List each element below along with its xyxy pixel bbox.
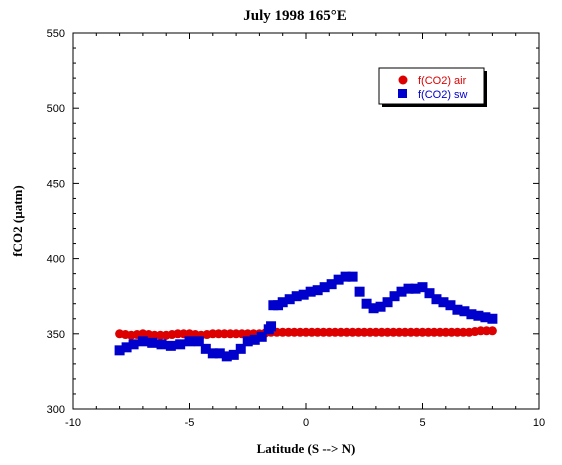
data-point-sw — [128, 339, 139, 350]
legend-sw-marker — [398, 89, 407, 98]
axis-ticks — [72, 32, 540, 410]
data-point-sw — [417, 282, 428, 293]
x-tick-label: 10 — [533, 417, 545, 429]
data-point-sw — [214, 348, 225, 359]
data-point-sw — [347, 271, 358, 282]
legend-air-label: f(CO2) air — [418, 75, 467, 87]
data-point-sw — [175, 339, 186, 350]
data-point-sw — [410, 283, 421, 294]
series-air — [115, 326, 497, 340]
x-tick-label: 0 — [303, 417, 309, 429]
data-point-sw — [165, 340, 176, 351]
data-point-sw — [354, 286, 365, 297]
data-point-sw — [184, 336, 195, 347]
data-point-sw — [266, 321, 277, 332]
data-point-sw — [249, 334, 260, 345]
data-point-sw — [389, 291, 400, 302]
data-point-sw — [207, 348, 218, 359]
data-point-sw — [326, 279, 337, 290]
x-tick-label: -10 — [65, 417, 81, 429]
x-tick-labels: -10 -5 0 5 10 — [65, 417, 545, 429]
data-point-sw — [312, 285, 323, 296]
legend-sw-label: f(CO2) sw — [418, 89, 468, 101]
data-point-sw — [121, 342, 132, 353]
data-point-sw — [284, 294, 295, 305]
data-point-sw — [375, 301, 386, 312]
data-point-sw — [305, 286, 316, 297]
data-point-sw — [459, 306, 470, 317]
data-point-sw — [147, 337, 158, 348]
data-point-sw — [156, 339, 167, 350]
data-point-sw — [361, 298, 372, 309]
y-tick-label: 550 — [47, 28, 65, 40]
series-sw — [114, 271, 498, 362]
data-point-sw — [319, 282, 330, 293]
data-point-sw — [480, 312, 491, 323]
legend-air-marker — [398, 75, 408, 85]
data-point-sw — [242, 336, 253, 347]
data-point-sw — [114, 345, 125, 356]
data-point-sw — [200, 343, 211, 354]
chart-title: July 1998 165°E — [243, 8, 347, 24]
y-tick-label: 400 — [47, 254, 65, 266]
y-axis-label: fCO2 (µatm) — [10, 185, 25, 256]
data-point-sw — [193, 336, 204, 347]
data-point-sw — [466, 309, 477, 320]
data-point-sw — [438, 297, 449, 308]
x-tick-label: -5 — [185, 417, 195, 429]
data-point-air — [487, 326, 497, 336]
data-point-sw — [382, 297, 393, 308]
data-point-sw — [137, 336, 148, 347]
data-point-sw — [235, 343, 246, 354]
y-tick-label: 500 — [47, 103, 65, 115]
data-point-sw — [473, 310, 484, 321]
data-point-sw — [431, 294, 442, 305]
y-tick-label: 300 — [47, 404, 65, 416]
data-point-sw — [221, 351, 232, 362]
y-tick-label: 450 — [47, 178, 65, 190]
data-point-sw — [487, 313, 498, 324]
data-point-sw — [403, 283, 414, 294]
series-layer — [114, 271, 498, 362]
data-point-sw — [333, 274, 344, 285]
data-point-sw — [256, 331, 267, 342]
data-point-sw — [228, 349, 239, 360]
data-point-sw — [340, 271, 351, 282]
x-axis-label: Latitude (S --> N) — [257, 441, 356, 456]
y-tick-labels: 300 350 400 450 500 550 — [47, 28, 65, 416]
y-tick-label: 350 — [47, 329, 65, 341]
data-point-sw — [277, 297, 288, 308]
data-point-sw — [396, 286, 407, 297]
legend-box — [378, 67, 485, 105]
data-point-sw — [298, 289, 309, 300]
x-tick-label: 5 — [419, 417, 425, 429]
data-point-sw — [445, 300, 456, 311]
data-point-sw — [291, 291, 302, 302]
data-point-sw — [452, 304, 463, 315]
data-point-sw — [424, 288, 435, 299]
data-point-sw — [368, 303, 379, 314]
legend: f(CO2) air f(CO2) sw — [378, 67, 487, 107]
